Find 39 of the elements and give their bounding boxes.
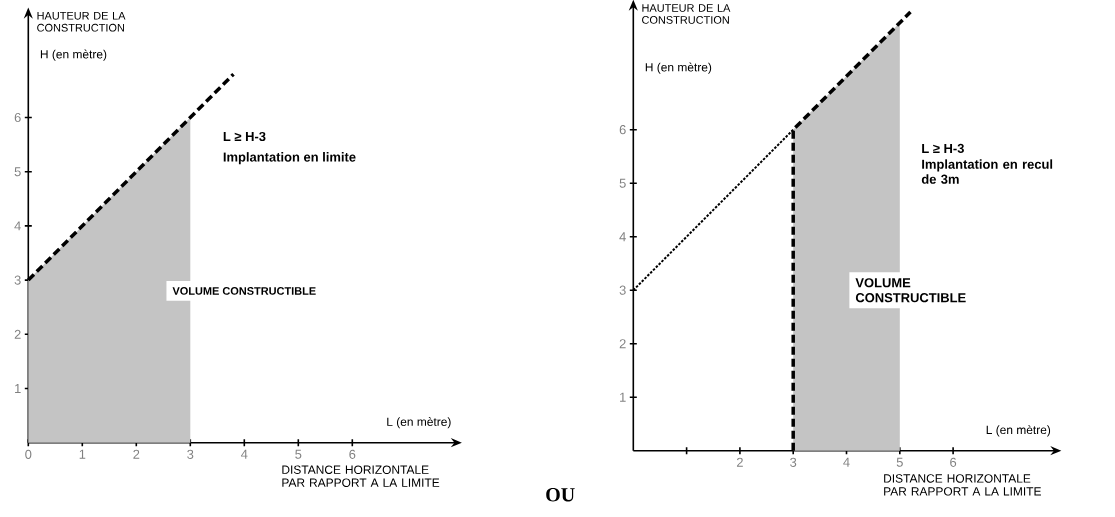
x-tick-label: 3 [790,457,797,467]
annotation: L ≥ H-3 [223,131,266,142]
y-tick-label: 4 [619,232,626,242]
annotation: H (en mètre) [645,62,712,74]
x-tick-label: 6 [349,449,356,459]
x-tick-label: 3 [187,449,194,459]
annotation: H (en mètre) [40,49,107,61]
annotation: L (en mètre) [986,425,1051,437]
x-axis-title: DISTANCE HORIZONTALE PAR RAPPORT A LA LIMITE [282,465,440,487]
y-tick-label: 5 [14,167,21,177]
y-tick-label: 4 [14,221,21,231]
x-tick-label: 1 [79,449,86,459]
annotation: Implantation en recul de 3m [921,159,1053,184]
annotation: VOLUME CONSTRUCTIBLE [172,287,316,295]
y-tick-label: 3 [14,275,21,285]
x-tick-label: 6 [950,457,957,467]
x-tick-label: 4 [843,457,850,467]
x-tick-label: 5 [295,449,302,459]
x-tick-label: 2 [736,457,743,467]
text: OU [546,488,575,502]
y-axis-title: HAUTEUR DE LA CONSTRUCTION [37,12,126,32]
y-tick-label: 2 [14,329,21,339]
y-tick-label: 3 [619,285,626,295]
annotation: VOLUME CONSTRUCTIBLE [855,278,966,303]
x-tick-label: 5 [896,457,903,467]
x-tick-label: 0 [25,449,32,459]
y-tick-label: 6 [619,125,626,135]
y-tick-label: 1 [15,384,21,393]
annotation: L ≥ H-3 [922,143,964,154]
annotation: Implantation en limite [223,152,356,165]
x-axis-title: DISTANCE HORIZONTALE PAR RAPPORT A LA LIMITE [884,474,1041,496]
y-tick-label: 6 [14,112,21,123]
y-tick-label: 2 [619,339,626,349]
annotation: L (en mètre) [387,417,451,429]
x-tick-label: 2 [133,449,140,459]
y-axis-title: HAUTEUR DE LA CONSTRUCTION [642,4,731,24]
y-tick-label: 1 [620,392,626,402]
x-tick-label: 4 [241,449,248,459]
y-tick-label: 5 [619,178,626,188]
